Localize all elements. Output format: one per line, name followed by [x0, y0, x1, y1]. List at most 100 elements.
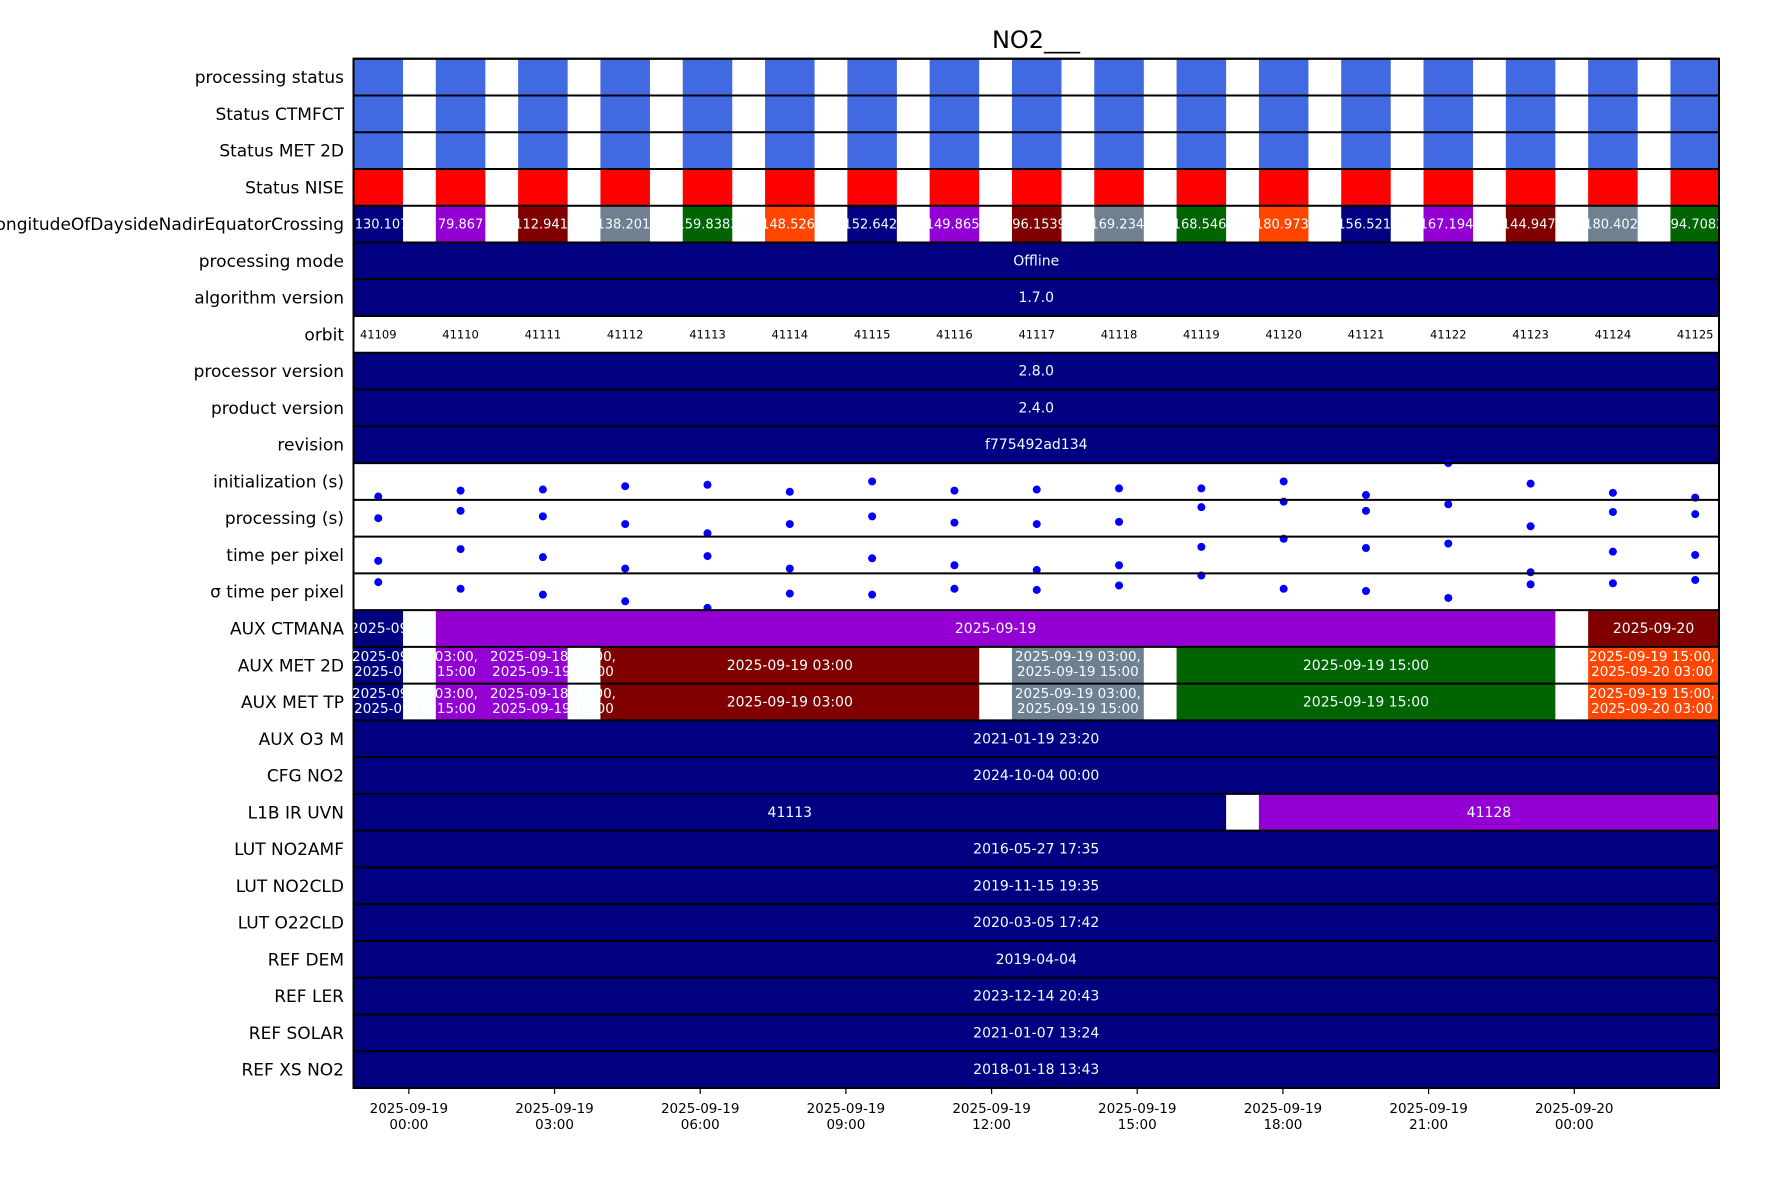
status-block [600, 168, 650, 206]
segment-label: 2021-01-19 23:20 [973, 731, 1099, 747]
data-point [456, 545, 465, 554]
data-point [374, 578, 383, 587]
chart-rows: processing status Status CTMFCT Status MET… [0, 57, 1724, 1090]
status-block [1588, 168, 1638, 206]
status-block [435, 132, 486, 169]
status-block [1505, 132, 1556, 169]
data-point [374, 514, 383, 523]
x-tick-date: 2025-09-19 [952, 1101, 1030, 1117]
status-block [1341, 58, 1391, 96]
status-block [929, 58, 980, 96]
status-block [847, 168, 897, 206]
orbit-number: 41124 [1595, 327, 1632, 341]
status-block [765, 95, 815, 133]
x-tick-time: 18:00 [1263, 1117, 1302, 1133]
x-tick-time: 09:00 [826, 1117, 865, 1133]
segment-bar [435, 683, 568, 721]
status-block [518, 132, 568, 169]
orbit-number: 41119 [1183, 327, 1220, 341]
row-aux-o3-m: AUX O3 M 2021-01-19 23:20 [259, 719, 1719, 758]
status-block [1011, 132, 1062, 169]
longitude-value: -169.2346 [1086, 218, 1153, 233]
segment-bar [353, 940, 1719, 978]
orbit-number: 41120 [1265, 327, 1302, 341]
segment-label: 2.8.0 [1018, 364, 1054, 380]
row-l1b-ir-uvn: L1B IR UVN 41113 41128 [248, 792, 1719, 831]
orbit-number: 41115 [854, 327, 891, 341]
status-block [682, 95, 733, 133]
row-label: LUT NO2AMF [234, 840, 344, 860]
x-tick-time: 21:00 [1409, 1117, 1448, 1133]
segment-bar [1011, 646, 1144, 684]
status-block [435, 58, 486, 96]
status-block [1670, 132, 1719, 169]
status-block [435, 95, 486, 133]
row-label: Status MET 2D [219, 142, 344, 162]
segment-bar [353, 830, 1719, 868]
data-point [1608, 547, 1617, 556]
data-point [1279, 584, 1288, 593]
data-point [1361, 586, 1370, 595]
segment-bar [353, 610, 404, 647]
row-aux-met-tp: AUX MET TP 2025-09-19 03:00 2025-09-19 15:… [241, 682, 1719, 721]
longitude-value: -168.5466 [1168, 218, 1235, 233]
row--time-per-pixel: σ time per pixel [210, 571, 1719, 612]
status-block [1588, 132, 1638, 169]
orbit-number: 41109 [360, 327, 397, 341]
data-point [1032, 485, 1041, 494]
orbit-number: 41122 [1430, 327, 1467, 341]
segment-label: 2019-04-04 [996, 952, 1077, 968]
row-label: processing status [195, 68, 344, 88]
data-point [950, 561, 959, 570]
data-point [1608, 488, 1617, 497]
longitude-value: -144.9476 [1497, 218, 1564, 233]
status-block [1176, 168, 1227, 206]
segment-bar [353, 1051, 1719, 1088]
segment-bar [353, 683, 404, 721]
orbit-number: 41114 [772, 327, 809, 341]
status-block [765, 168, 815, 206]
row-label: LUT O22CLD [238, 914, 344, 934]
orbit-number: 41118 [1101, 327, 1138, 341]
status-block [518, 58, 568, 96]
status-block [1011, 168, 1062, 206]
status-block [1588, 95, 1638, 133]
x-tick-date: 2025-09-19 [1098, 1101, 1176, 1117]
status-block [518, 168, 568, 206]
chart-title: NO2___ [992, 26, 1081, 54]
orbit-number: 41110 [442, 327, 479, 341]
segment-bar [353, 904, 1719, 941]
row-aux-met-2d: AUX MET 2D 2025-09-19 03:00 2025-09-19 15:… [238, 645, 1719, 684]
row-algorithm-version: algorithm version 1.7.0 [194, 278, 1719, 317]
data-point [868, 554, 877, 563]
row-label: product version [211, 399, 344, 419]
orbit-number: 41112 [607, 327, 644, 341]
row-product-version: product version 2.4.0 [211, 388, 1719, 427]
longitude-value: -112.9413 [510, 218, 577, 233]
data-point [950, 584, 959, 593]
longitude-value: -180.9732 [1250, 218, 1317, 233]
status-block [353, 58, 404, 96]
longitude-block [1176, 205, 1227, 243]
status-block [1670, 168, 1719, 206]
segment-bar [353, 426, 1719, 464]
status-block [435, 168, 486, 206]
row-label: AUX O3 M [259, 730, 344, 750]
segment-label: 2025-09-19 [955, 621, 1036, 637]
row-label: L1B IR UVN [248, 803, 344, 823]
data-point [621, 564, 630, 573]
status-block [353, 132, 404, 169]
row-lut-no2cld: LUT NO2CLD 2019-11-15 19:35 [236, 866, 1719, 905]
status-block [600, 58, 650, 96]
row-lut-no2amf: LUT NO2AMF 2016-05-27 17:35 [234, 829, 1719, 868]
row-label: AUX CTMANA [230, 619, 344, 639]
status-block [1094, 132, 1144, 169]
status-block [1258, 168, 1309, 206]
data-point [1444, 539, 1453, 548]
status-block [847, 58, 897, 96]
row-label: processing mode [199, 252, 344, 272]
segment-label: 2024-10-04 00:00 [973, 768, 1099, 784]
segment-bar [353, 720, 1719, 758]
longitude-block [682, 205, 733, 243]
data-point [1115, 581, 1124, 590]
